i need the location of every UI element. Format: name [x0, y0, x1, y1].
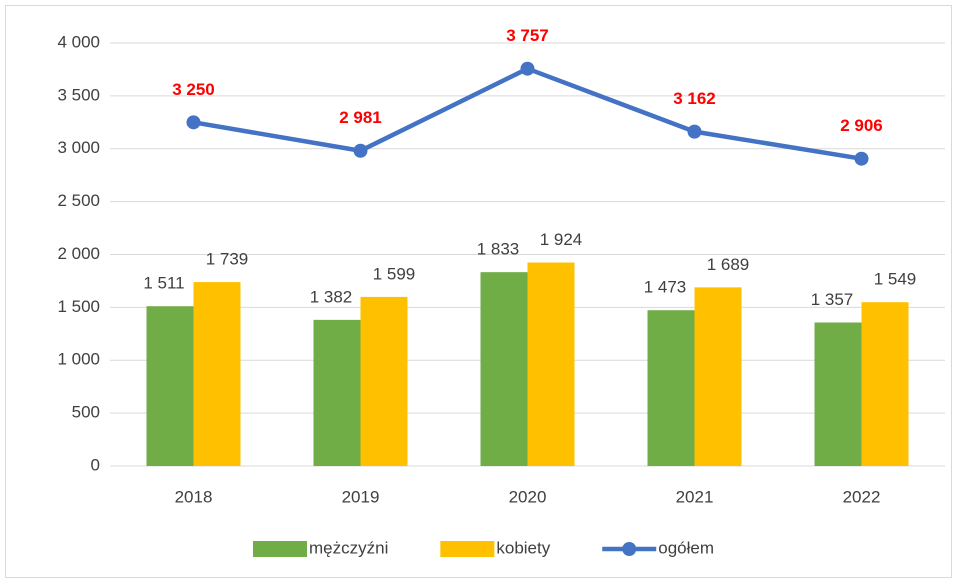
- data-label: 1 739: [206, 250, 249, 269]
- marker: [353, 143, 368, 158]
- legend-label: kobiety: [496, 538, 550, 557]
- data-label: 3 250: [172, 80, 215, 99]
- data-label: 3 757: [506, 26, 549, 45]
- legend-swatch: [253, 541, 307, 557]
- legend-label: ogółem: [658, 538, 714, 557]
- y-tick-label: 3 000: [57, 138, 100, 157]
- marker: [520, 61, 535, 76]
- bar: [861, 302, 909, 466]
- y-tick-label: 1 000: [57, 350, 100, 369]
- legend-marker: [622, 542, 637, 556]
- x-tick-label: 2020: [509, 487, 547, 506]
- bar: [814, 322, 862, 466]
- marker: [186, 115, 201, 130]
- data-label: 1 549: [874, 270, 917, 289]
- data-label: 3 162: [673, 89, 716, 108]
- y-tick-label: 2 500: [57, 191, 100, 210]
- bar: [146, 306, 194, 466]
- data-label: 1 357: [811, 290, 854, 309]
- data-label: 2 906: [840, 116, 883, 135]
- bar: [527, 262, 575, 466]
- x-tick-label: 2022: [843, 487, 881, 506]
- bar: [193, 282, 241, 466]
- chart-border: [5, 5, 952, 578]
- data-label: 1 511: [143, 274, 184, 293]
- y-tick-label: 3 500: [57, 85, 100, 104]
- legend-label: mężczyźni: [309, 538, 388, 557]
- bar: [360, 296, 408, 466]
- bar: [647, 310, 695, 466]
- marker: [687, 124, 702, 139]
- legend-swatch: [440, 541, 495, 557]
- data-label: 1 924: [540, 230, 583, 249]
- y-tick-label: 2 000: [57, 244, 100, 263]
- bar: [313, 319, 361, 466]
- y-tick-label: 0: [91, 455, 100, 474]
- y-tick-label: 500: [72, 403, 100, 422]
- x-tick-label: 2021: [676, 487, 714, 506]
- data-label: 1 382: [310, 287, 353, 306]
- marker: [854, 151, 869, 166]
- data-label: 2 981: [339, 108, 382, 127]
- y-tick-label: 4 000: [57, 32, 100, 51]
- x-tick-label: 2019: [342, 487, 380, 506]
- data-label: 1 689: [707, 255, 750, 274]
- data-label: 1 833: [477, 240, 520, 259]
- y-tick-label: 1 500: [57, 297, 100, 316]
- data-label: 1 473: [644, 278, 687, 297]
- bar: [694, 287, 742, 466]
- data-label: 1 599: [373, 264, 416, 283]
- bar: [480, 272, 528, 466]
- x-tick-label: 2018: [175, 487, 213, 506]
